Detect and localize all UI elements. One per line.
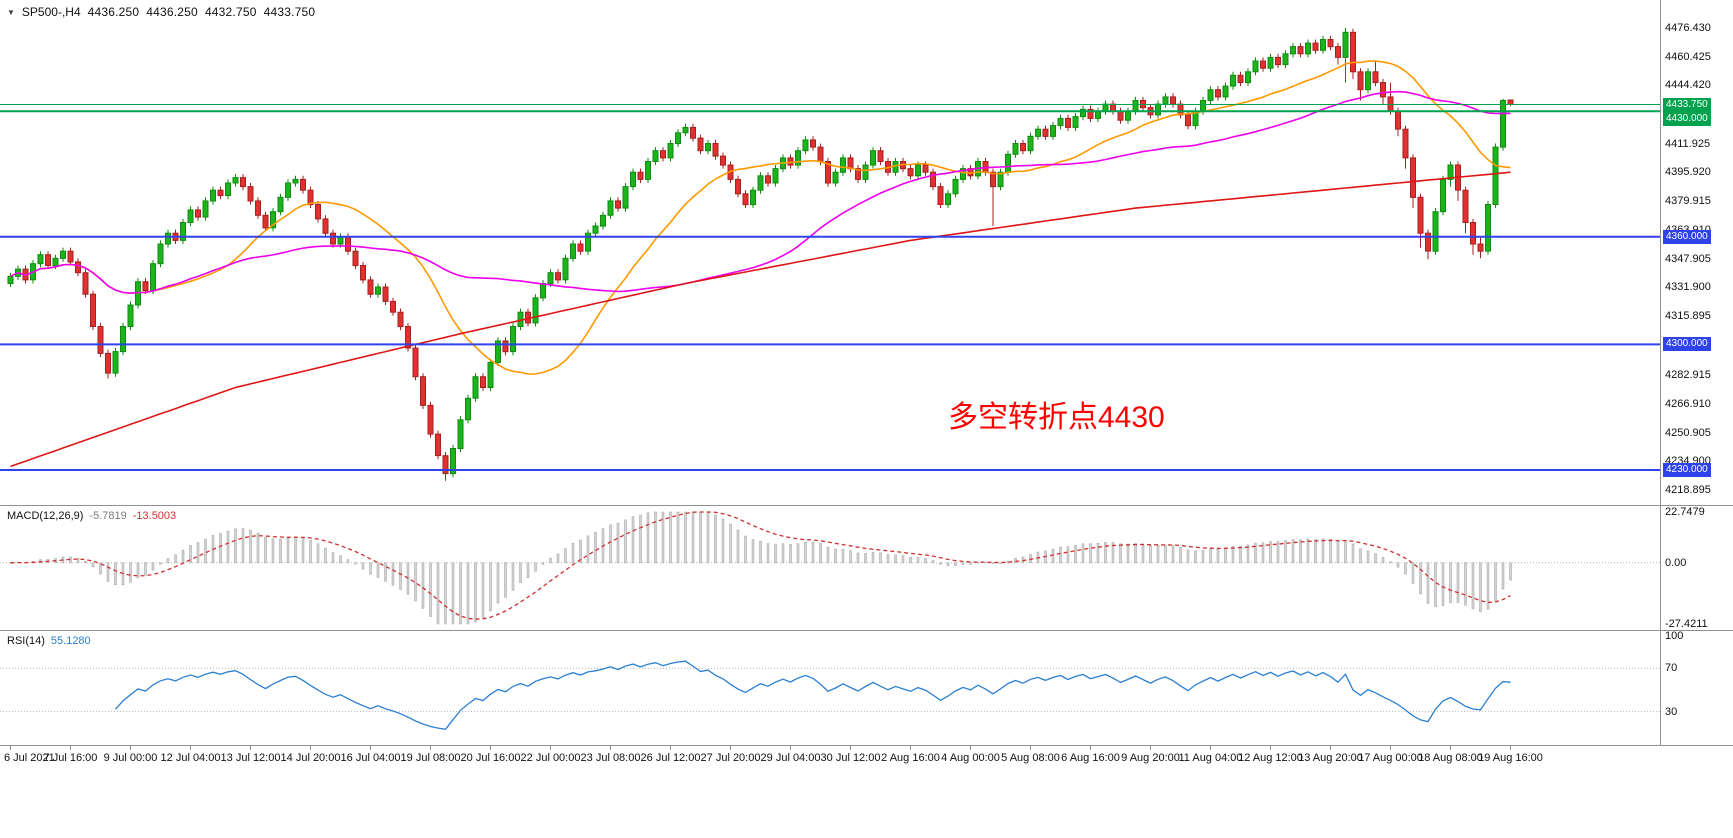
price-axis-label: 4395.920 (1665, 166, 1711, 178)
price-line-badge: 4360.000 (1663, 230, 1711, 244)
time-axis-label: 9 Jul 00:00 (103, 752, 158, 764)
chart-header: ▼ SP500-,H4 4436.250 4436.250 4432.750 4… (7, 5, 315, 19)
time-axis-label: 7 Jul 16:00 (43, 752, 98, 764)
macd-indicator-label: MACD(12,26,9) -5.7819 -13.5003 (7, 510, 176, 522)
time-axis-label: 29 Jul 04:00 (760, 752, 821, 764)
time-axis-label: 18 Aug 08:00 (1418, 752, 1483, 764)
price-axis[interactable]: 4476.4304460.4254444.4204428.4154411.925… (1661, 0, 1733, 745)
time-axis-label: 6 Jul 2021 (4, 752, 55, 764)
price-axis-label: 4250.905 (1665, 427, 1711, 439)
macd-axis-label: 0.00 (1665, 557, 1687, 569)
time-axis-label: 22 Jul 00:00 (520, 752, 581, 764)
time-axis-label: 6 Aug 16:00 (1061, 752, 1120, 764)
price-axis-label: 4218.895 (1665, 484, 1711, 496)
price-axis-label: 4444.420 (1665, 79, 1711, 91)
price-line-badge: 4230.000 (1663, 463, 1711, 477)
macd-name: MACD(12,26,9) (7, 510, 84, 522)
price-axis-label: 4379.915 (1665, 195, 1711, 207)
time-axis-label: 16 Jul 04:00 (340, 752, 401, 764)
rsi-axis-label: 70 (1665, 662, 1678, 674)
time-axis-label: 14 Jul 20:00 (280, 752, 341, 764)
time-axis-label: 13 Jul 12:00 (220, 752, 281, 764)
time-axis-label: 17 Aug 00:00 (1358, 752, 1423, 764)
rsi-axis-label: 100 (1665, 630, 1684, 642)
macd-axis-label: 22.7479 (1665, 506, 1705, 518)
price-line-badge: 4433.750 (1663, 98, 1711, 112)
price-axis-label: 4282.915 (1665, 369, 1711, 381)
time-axis-label: 27 Jul 20:00 (700, 752, 761, 764)
rsi-axis-label: 30 (1665, 706, 1678, 718)
time-axis-label: 23 Jul 08:00 (580, 752, 641, 764)
time-axis-label: 12 Aug 12:00 (1238, 752, 1303, 764)
chart-menu-icon[interactable]: ▼ (7, 7, 15, 17)
time-axis-label: 4 Aug 00:00 (941, 752, 1000, 764)
price-axis-label: 4476.430 (1665, 22, 1711, 34)
price-axis-label: 4315.895 (1665, 310, 1711, 322)
time-axis-label: 11 Aug 04:00 (1178, 752, 1243, 764)
ohlc-open: 4436.250 (87, 5, 140, 19)
time-axis-label: 2 Aug 16:00 (881, 752, 940, 764)
rsi-indicator-label: RSI(14) 55.1280 (7, 635, 91, 647)
macd-axis-label: -27.4211 (1665, 618, 1708, 630)
time-axis-label: 13 Aug 20:00 (1298, 752, 1363, 764)
macd-main-value: -5.7819 (89, 510, 127, 522)
time-axis[interactable]: 6 Jul 2021 7 Jul 16:00 9 Jul 00:00 12 Jul 0… (0, 746, 1733, 786)
price-axis-label: 4411.925 (1665, 138, 1711, 150)
symbol-period-label: SP500-,H4 (21, 5, 81, 19)
time-axis-label: 9 Aug 20:00 (1121, 752, 1180, 764)
rsi-value: 55.1280 (50, 635, 91, 647)
time-axis-label: 19 Aug 16:00 (1478, 752, 1543, 764)
ohlc-low: 4432.750 (204, 5, 257, 19)
ohlc-close: 4433.750 (263, 5, 316, 19)
macd-signal-value: -13.5003 (132, 510, 177, 522)
price-line-badge: 4430.000 (1663, 112, 1711, 126)
price-axis-label: 4347.905 (1665, 253, 1711, 265)
price-line-badge: 4300.000 (1663, 337, 1711, 351)
time-axis-label: 20 Jul 16:00 (460, 752, 521, 764)
time-axis-label: 12 Jul 04:00 (160, 752, 221, 764)
price-axis-label: 4331.900 (1665, 281, 1711, 293)
time-axis-label: 5 Aug 08:00 (1001, 752, 1060, 764)
ohlc-high: 4436.250 (146, 5, 198, 19)
price-axis-label: 4460.425 (1665, 51, 1711, 63)
time-axis-label: 19 Jul 08:00 (400, 752, 461, 764)
price-axis-label: 4266.910 (1665, 398, 1711, 410)
annotation-text[interactable]: 多空转折点4430 (948, 401, 1165, 434)
time-axis-label: 26 Jul 12:00 (640, 752, 701, 764)
time-axis-label: 30 Jul 12:00 (820, 752, 881, 764)
rsi-name: RSI(14) (7, 635, 45, 647)
